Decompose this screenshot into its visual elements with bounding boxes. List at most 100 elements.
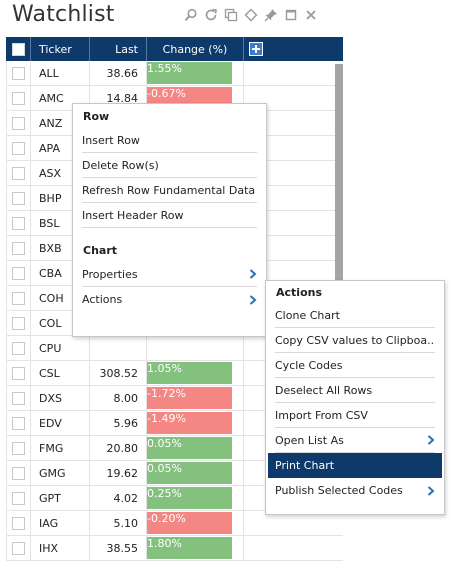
menu-item-copy-csv-values-to-clipboa[interactable]: Copy CSV values to Clipboa... — [275, 328, 435, 353]
menu-item-cycle-codes[interactable]: Cycle Codes — [275, 353, 435, 378]
empty-cell — [244, 536, 343, 560]
row-checkbox[interactable] — [12, 291, 25, 305]
row-checkbox[interactable] — [12, 466, 25, 480]
row-checkbox[interactable] — [12, 91, 25, 105]
menu-item-refresh-fundamental[interactable]: Refresh Row Fundamental Data — [82, 178, 257, 203]
row-checkbox-cell — [6, 186, 31, 210]
change-value: -1.72% — [147, 387, 232, 409]
last-column-header[interactable]: Last — [90, 37, 147, 61]
row-checkbox-cell — [6, 411, 31, 435]
diamond-icon[interactable] — [244, 8, 258, 22]
table-row[interactable]: CPU — [6, 336, 343, 361]
row-checkbox-cell — [6, 211, 31, 235]
row-checkbox[interactable] — [12, 516, 25, 530]
row-checkbox[interactable] — [12, 191, 25, 205]
menu-item-label: Open List As — [275, 433, 344, 447]
menu-item-label: Insert Row — [82, 133, 140, 147]
table-row[interactable]: GPT 4.02 0.25% — [6, 486, 343, 511]
last-price-cell — [90, 336, 147, 360]
change-value: 0.05% — [147, 462, 232, 484]
table-row[interactable]: GMG 19.62 0.05% — [6, 461, 343, 486]
change-cell: -1.72% — [147, 386, 244, 410]
change-cell: 0.25% — [147, 486, 244, 510]
row-checkbox-cell — [6, 511, 31, 535]
row-checkbox[interactable] — [12, 116, 25, 130]
change-cell: -1.49% — [147, 411, 244, 435]
chevron-right-icon — [427, 435, 435, 445]
row-checkbox[interactable] — [12, 541, 25, 555]
change-cell: 0.05% — [147, 436, 244, 460]
row-checkbox[interactable] — [12, 366, 25, 380]
table-row[interactable]: FMG 20.80 0.05% — [6, 436, 343, 461]
table-row[interactable]: EDV 5.96 -1.49% — [6, 411, 343, 436]
scrollbar[interactable] — [335, 64, 343, 280]
close-icon[interactable] — [304, 8, 318, 22]
menu-item-label: Print Chart — [275, 459, 335, 472]
row-checkbox[interactable] — [12, 266, 25, 280]
row-checkbox-cell — [6, 461, 31, 485]
row-checkbox[interactable] — [12, 166, 25, 180]
row-checkbox-cell — [6, 111, 31, 135]
pin-icon[interactable] — [264, 8, 278, 22]
row-checkbox[interactable] — [12, 441, 25, 455]
copy-icon[interactable] — [224, 8, 238, 22]
chevron-right-icon — [249, 294, 257, 305]
row-checkbox-cell — [6, 386, 31, 410]
menu-item-insert-header-row[interactable]: Insert Header Row — [82, 203, 257, 228]
row-checkbox[interactable] — [12, 341, 25, 355]
row-checkbox[interactable] — [12, 216, 25, 230]
ticker-cell: EDV — [31, 411, 90, 435]
table-row[interactable]: DXS 8.00 -1.72% — [6, 386, 343, 411]
row-checkbox-cell — [6, 536, 31, 560]
row-checkbox[interactable] — [12, 141, 25, 155]
menu-item-delete-rows[interactable]: Delete Row(s) — [82, 153, 257, 178]
row-checkbox[interactable] — [12, 316, 25, 330]
row-checkbox-cell — [6, 86, 31, 110]
add-column-button[interactable] — [249, 42, 263, 56]
menu-item-clone-chart[interactable]: Clone Chart — [275, 303, 435, 328]
ticker-cell: GPT — [31, 486, 90, 510]
menu-item-insert-row[interactable]: Insert Row — [82, 128, 257, 153]
table-row[interactable]: ALL 38.66 1.55% — [6, 61, 343, 86]
last-price-cell: 4.02 — [90, 486, 147, 510]
row-checkbox[interactable] — [12, 66, 25, 80]
table-row[interactable]: CSL 308.52 1.05% — [6, 361, 343, 386]
change-column-header[interactable]: Change (%) — [147, 37, 244, 61]
window-title: Watchlist — [12, 2, 115, 27]
menu-item-label: Delete Row(s) — [82, 158, 159, 172]
menu-item-label: Clone Chart — [275, 308, 340, 322]
change-value: 1.05% — [147, 362, 232, 384]
chevron-right-icon — [249, 269, 257, 279]
menu-item-deselect-all-rows[interactable]: Deselect All Rows — [275, 378, 435, 403]
change-cell: -0.20% — [147, 511, 244, 535]
menu-item-actions[interactable]: Actions — [82, 287, 257, 312]
row-checkbox-cell — [6, 261, 31, 285]
select-all-checkbox[interactable] — [11, 42, 25, 56]
row-checkbox[interactable] — [12, 416, 25, 430]
maximize-icon[interactable] — [284, 8, 298, 22]
last-price-cell: 5.96 — [90, 411, 147, 435]
last-price-cell: 38.66 — [90, 61, 147, 85]
row-checkbox-cell — [6, 336, 31, 360]
change-value: 0.25% — [147, 487, 232, 509]
row-checkbox-cell — [6, 236, 31, 260]
change-cell — [147, 336, 244, 360]
row-checkbox[interactable] — [12, 391, 25, 405]
menu-item-publish-selected-codes[interactable]: Publish Selected Codes — [275, 478, 435, 503]
menu-item-import-from-csv[interactable]: Import From CSV — [275, 403, 435, 428]
ticker-cell: FMG — [31, 436, 90, 460]
row-checkbox[interactable] — [12, 491, 25, 505]
change-cell: 1.80% — [147, 536, 244, 560]
last-price-cell: 38.55 — [90, 536, 147, 560]
row-checkbox[interactable] — [12, 241, 25, 255]
menu-item-properties[interactable]: Properties — [82, 262, 257, 287]
refresh-icon[interactable] — [204, 8, 218, 22]
search-icon[interactable] — [184, 8, 198, 22]
ticker-column-header[interactable]: Ticker — [31, 37, 90, 61]
menu-item-print-chart[interactable]: Print Chart — [268, 453, 442, 478]
row-checkbox-cell — [6, 161, 31, 185]
row-section-header: Row — [83, 109, 110, 123]
row-checkbox-cell — [6, 361, 31, 385]
table-row[interactable]: IHX 38.55 1.80% — [6, 536, 343, 561]
menu-item-open-list-as[interactable]: Open List As — [275, 428, 435, 453]
